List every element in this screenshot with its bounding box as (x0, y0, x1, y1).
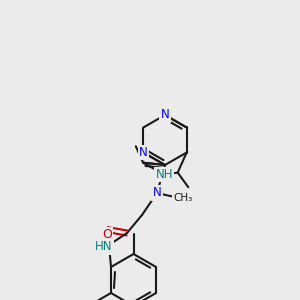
Text: NH: NH (156, 168, 173, 181)
Text: N: N (160, 109, 169, 122)
Text: HN: HN (95, 241, 113, 254)
Text: N: N (139, 146, 148, 159)
Text: O: O (102, 228, 112, 241)
Text: CH₃: CH₃ (173, 193, 193, 203)
Text: N: N (153, 187, 161, 200)
